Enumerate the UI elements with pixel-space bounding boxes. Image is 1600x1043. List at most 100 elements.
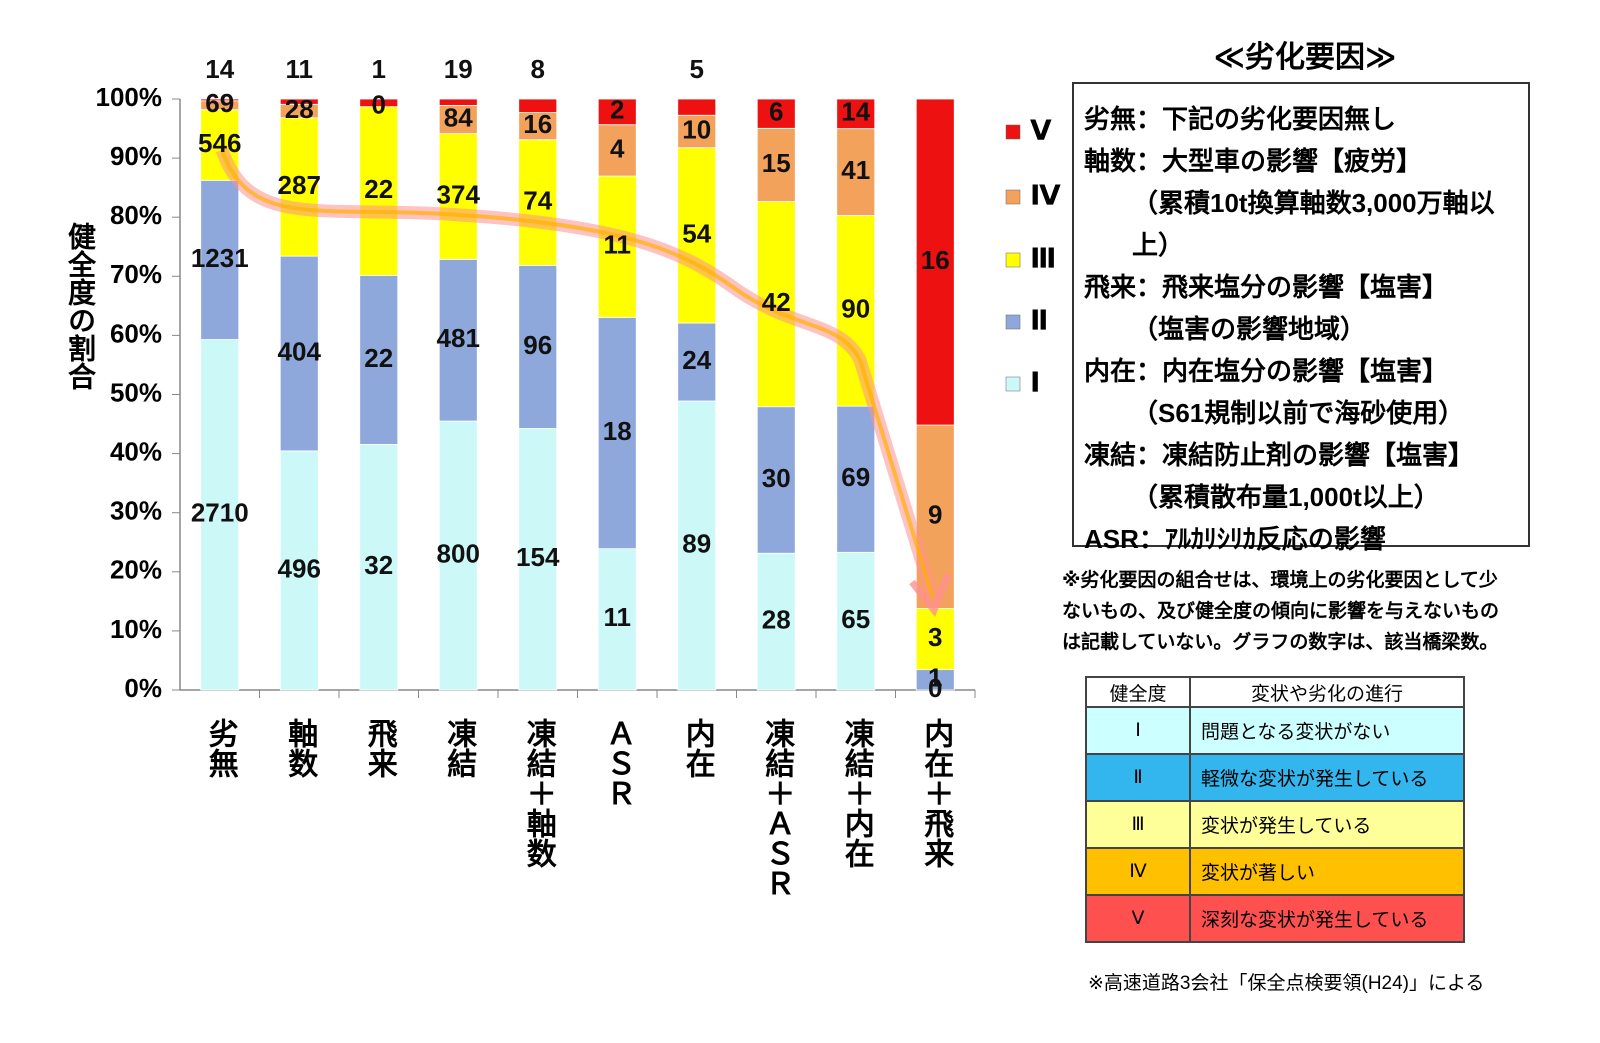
- bar-segment: [597, 548, 637, 691]
- factor-line: 内在：内在塩分の影響【塩害】: [1084, 356, 1449, 386]
- data-label: 481: [437, 323, 480, 353]
- bar-segment: [597, 98, 637, 126]
- bar-segment: [438, 104, 478, 135]
- data-label: 0: [928, 673, 942, 703]
- data-label: 287: [278, 170, 321, 200]
- data-label: 69: [205, 88, 234, 118]
- table-row: Ⅰ 問題となる変状がない: [1085, 706, 1465, 755]
- table-cell: 深刻な変状が発生している: [1189, 894, 1465, 943]
- bar-segment: [677, 322, 717, 402]
- table-cell: Ⅱ: [1085, 753, 1191, 802]
- table-row: Ⅲ 変状が発生している: [1085, 800, 1465, 849]
- legend-label: Ⅱ: [1030, 304, 1048, 335]
- data-label: 2710: [191, 498, 249, 528]
- data-label: 41: [841, 155, 870, 185]
- data-label: 16: [523, 109, 552, 139]
- labels: 2710123154669144964042872811322222018004…: [191, 54, 950, 703]
- table-cell: 問題となる変状がない: [1189, 706, 1465, 755]
- y-tick-label: 80%: [110, 200, 162, 230]
- x-tick-label: 飛来: [362, 718, 396, 778]
- data-label: 800: [437, 538, 480, 568]
- bar-segment: [677, 98, 717, 116]
- data-label: 96: [523, 330, 552, 360]
- table-cell: Ⅳ: [1085, 847, 1191, 896]
- data-label: 65: [841, 604, 870, 634]
- table-row: Ⅱ 軽微な変状が発生している: [1085, 753, 1465, 802]
- bar-segment: [200, 98, 240, 102]
- table-cell: Ⅴ: [1085, 894, 1191, 943]
- factor-line: 劣無：下記の劣化要因無し: [1084, 104, 1397, 134]
- y-tick-label: 0%: [124, 673, 162, 703]
- data-label: 14: [205, 54, 234, 84]
- data-label: 16: [921, 245, 950, 275]
- x-tick-label: 劣無: [203, 718, 237, 778]
- data-label: 11: [604, 230, 632, 260]
- factor-detail: （累積10t換算軸数3,000万軸以上）: [1132, 188, 1495, 260]
- factor-line: 飛来：飛来塩分の影響【塩害】: [1084, 272, 1449, 302]
- bar-segment: [438, 133, 478, 260]
- bar-segment: [836, 405, 876, 553]
- trend-arrow: [215, 147, 952, 617]
- y-tick-label: 50%: [110, 377, 162, 407]
- data-label: 90: [841, 294, 870, 324]
- table-cell: 変状が発生している: [1189, 800, 1465, 849]
- data-label: 4: [610, 133, 625, 163]
- data-label: 54: [682, 218, 711, 248]
- note-line: は記載していない。グラフの数字は、該当橋梁数。: [1062, 632, 1499, 653]
- factor-line: 軸数：大型車の影響【疲労】: [1084, 146, 1423, 176]
- data-label: 28: [762, 604, 791, 634]
- bar-segment: [518, 139, 558, 266]
- bar-segment: [200, 339, 240, 691]
- data-label: 374: [437, 179, 481, 209]
- x-tick-label: 凍結＋ＡＳＲ: [760, 718, 794, 898]
- legend-swatch: [1005, 252, 1021, 268]
- bar-segment: [279, 255, 319, 452]
- data-label: 42: [762, 287, 791, 317]
- y-tick-label: 30%: [110, 496, 162, 526]
- data-label: 32: [364, 550, 393, 580]
- data-label: 5: [690, 54, 704, 84]
- bar-segment: [359, 106, 399, 276]
- data-label: 28: [285, 94, 314, 124]
- factor-detail: （塩害の影響地域）: [1132, 314, 1367, 344]
- bar-segment: [756, 127, 796, 202]
- data-label: 6: [769, 97, 783, 127]
- header-cell: 変状や劣化の進行: [1189, 676, 1465, 708]
- data-label: 30: [762, 463, 791, 493]
- x-tick-label: 内在＋飛来: [919, 718, 953, 868]
- table-row: Ⅴ 深刻な変状が発生している: [1085, 894, 1465, 943]
- x-tick-label: 凍結＋内在: [839, 718, 873, 868]
- bar-segment: [518, 112, 558, 141]
- data-label: 496: [278, 553, 321, 583]
- y-axis-title: 健全度の割合: [65, 222, 96, 390]
- data-label: 546: [198, 128, 241, 158]
- bar-segment: [756, 406, 796, 554]
- data-label: 89: [682, 528, 711, 558]
- y-tick-label: 70%: [110, 259, 162, 289]
- y-tick-label: 100%: [96, 82, 163, 112]
- bar-segment: [279, 117, 319, 257]
- table-header: 健全度 変状や劣化の進行: [1085, 676, 1465, 708]
- table-cell: 変状が著しい: [1189, 847, 1465, 896]
- data-label: 69: [841, 462, 870, 492]
- data-label: 18: [603, 416, 632, 446]
- data-label: 154: [516, 542, 560, 572]
- y-tick-label: 90%: [110, 141, 162, 171]
- bar-segment: [597, 124, 637, 177]
- bar-segment: [677, 114, 717, 149]
- bar-segment: [359, 98, 399, 108]
- data-label: 11: [604, 602, 632, 632]
- bar-segment: [756, 98, 796, 129]
- bar-segment: [756, 552, 796, 691]
- table-cell: Ⅰ: [1085, 706, 1191, 755]
- bar-segment: [597, 317, 637, 550]
- bar-segment: [836, 98, 876, 130]
- bar-segment: [359, 275, 399, 445]
- note-line: ※劣化要因の組合せは、環境上の劣化要因として少: [1062, 570, 1498, 591]
- note-line: ないもの、及び健全度の傾向に影響を与えないもの: [1062, 601, 1500, 622]
- bar-segment: [677, 400, 717, 691]
- bar-segment: [438, 98, 478, 106]
- y-tick-label: 10%: [110, 614, 162, 644]
- data-label: 22: [364, 343, 393, 373]
